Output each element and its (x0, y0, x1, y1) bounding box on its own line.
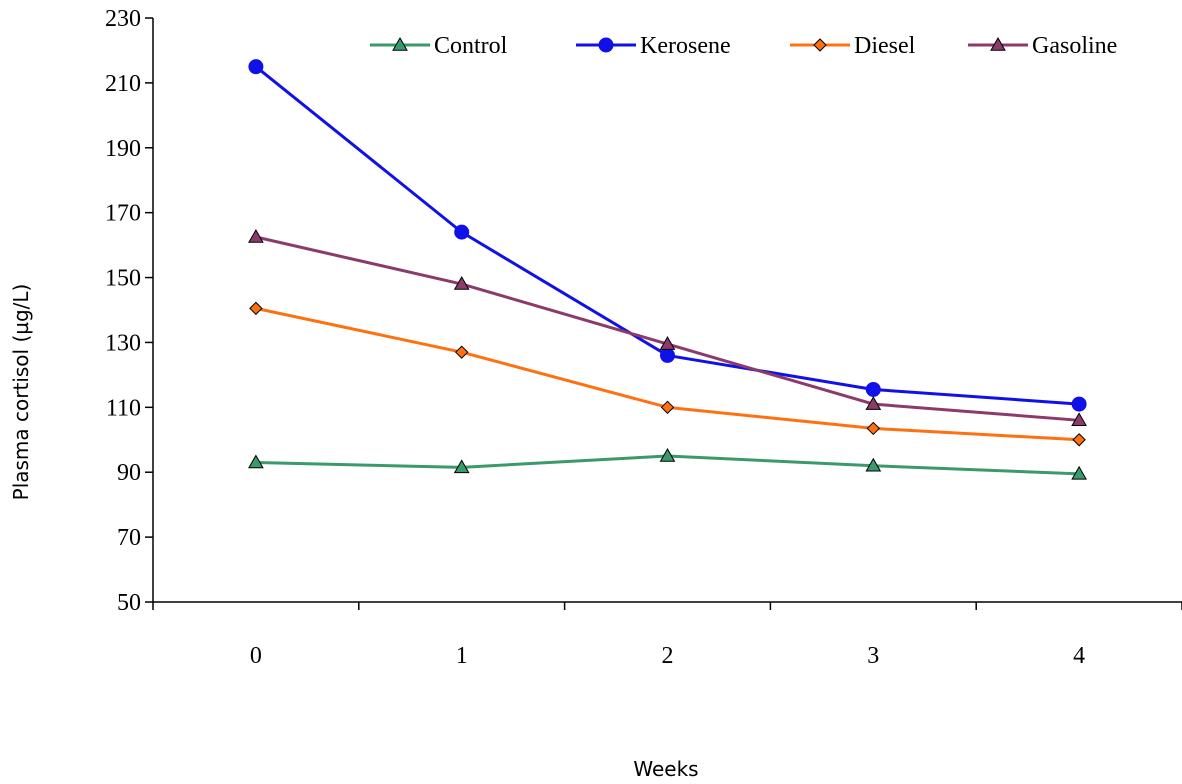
legend-marker (392, 36, 408, 51)
y-tick-label: 210 (105, 71, 141, 97)
y-tick-label: 190 (105, 136, 141, 162)
legend-item-gasoline: Gasoline (968, 33, 1117, 59)
data-point (249, 301, 263, 316)
legend-item-kerosene: Kerosene (576, 33, 731, 59)
y-tick-label: 90 (117, 460, 141, 486)
data-point (1071, 396, 1087, 412)
x-axis-title: Weeks (633, 757, 698, 781)
legend-marker (990, 36, 1006, 51)
data-point (1072, 433, 1086, 447)
series-diesel (249, 301, 1086, 447)
y-tick-label: 50 (117, 590, 141, 616)
series-line (255, 306, 1080, 442)
y-tick-label: 70 (117, 525, 141, 551)
legend-label: Diesel (854, 33, 916, 59)
y-tick-label: 230 (105, 6, 141, 32)
data-point (1071, 465, 1087, 480)
data-point (865, 457, 882, 472)
data-point (454, 345, 469, 359)
series-control (248, 447, 1087, 480)
y-tick-label: 150 (105, 266, 141, 292)
y-axis-title: Plasma cortisol (µg/L) (9, 284, 33, 501)
x-tick-label: 3 (867, 643, 879, 669)
data-point (865, 396, 882, 410)
axes: 50 70 90 110 130 150 170 190 210 230 0 1 2 3 4 (105, 6, 1182, 669)
y-tick-label: 110 (106, 395, 141, 421)
legend-marker (813, 38, 827, 52)
data-point (453, 276, 470, 290)
x-tick-label: 2 (662, 643, 674, 669)
series-line (255, 235, 1080, 422)
data-point (659, 447, 676, 462)
data-point (660, 400, 675, 415)
legend: Control Kerosene Diesel Gasoline (370, 33, 1117, 59)
legend-marker (598, 37, 614, 53)
data-point (659, 336, 676, 350)
data-point (866, 421, 881, 436)
legend-label: Kerosene (640, 33, 731, 59)
data-point (248, 59, 264, 75)
data-point (454, 224, 470, 240)
series-group (248, 59, 1087, 480)
legend-label: Gasoline (1032, 33, 1117, 59)
data-point (660, 347, 675, 363)
x-tick-label: 4 (1073, 643, 1085, 669)
x-tick-label: 1 (456, 643, 468, 669)
legend-item-control: Control (370, 33, 508, 59)
x-tick-label: 0 (250, 643, 262, 669)
legend-label: Control (434, 33, 508, 59)
data-point (865, 381, 881, 397)
data-point (248, 454, 264, 469)
series-kerosene (248, 59, 1087, 412)
data-point (1071, 412, 1087, 427)
legend-item-diesel: Diesel (790, 33, 916, 59)
series-gasoline (248, 228, 1087, 427)
y-tick-label: 130 (105, 330, 141, 356)
data-point (453, 459, 470, 474)
y-tick-label: 170 (105, 201, 141, 227)
data-point (248, 228, 264, 243)
